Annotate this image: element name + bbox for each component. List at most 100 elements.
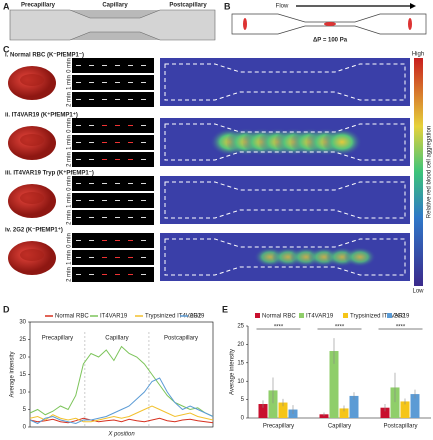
x-tick-label: Postcapillary (383, 424, 417, 430)
panel-label: D (3, 304, 10, 314)
cell-streak (115, 257, 120, 258)
bar (268, 390, 278, 418)
heat-blob (322, 128, 362, 156)
cell-streak (141, 257, 146, 258)
time-label: 1 min (67, 75, 73, 90)
cell-streak (115, 217, 120, 218)
y-tick-label: 5 (241, 397, 245, 403)
cell-streak (89, 257, 94, 258)
legend-swatch (387, 313, 392, 318)
time-label: 2 min (67, 210, 73, 225)
cell-icon (324, 22, 336, 26)
y-axis-title: Average intensity (230, 349, 236, 395)
cell-streak (76, 240, 81, 241)
channel-outline (164, 63, 406, 101)
cell-streak (141, 274, 146, 275)
series-line (29, 377, 214, 425)
cell-streak (115, 99, 120, 100)
timelapse-strip (72, 250, 154, 265)
region-label: Postcapillary (169, 3, 207, 9)
cell-streak (115, 142, 120, 143)
panel-e: E 0 5 10 15 20 25 Average intensity Precapillary… (222, 304, 431, 430)
y-axis-title: Average intensity (10, 352, 16, 398)
cell-streak (76, 274, 81, 275)
row-label: iii. IT4VAR19 Tryp (K⁺PfEMP1⁻) (5, 170, 94, 177)
row-label: iv. 2G2 (K⁻PfEMP1⁺) (5, 227, 63, 234)
cell-streak (89, 99, 94, 100)
row-label: i. Normal RBC (K⁻PfEMP1⁻) (5, 53, 84, 59)
cell-streak (115, 125, 120, 126)
legend-label: Trypsinized IT4VAR19 (145, 314, 205, 320)
colorbar-high: High (412, 52, 424, 58)
y-tick-label: 0 (241, 416, 245, 422)
panel-label: A (3, 1, 10, 11)
cell-streak (102, 217, 107, 218)
time-label: 2 min (67, 267, 73, 282)
row-label: ii. IT4VAR19 (K⁺PfEMP1⁺) (5, 112, 78, 119)
time-label: 1 min (67, 193, 73, 208)
timelapse-strip (72, 176, 154, 191)
y-tick-label: 25 (237, 324, 244, 330)
channel-outline (164, 181, 406, 219)
panel-d: D 0 5 10 15 20 25 30 Average intensity X position… (3, 304, 214, 438)
y-tick-label: 20 (19, 355, 26, 361)
cell-streak (76, 217, 81, 218)
legend-label: 2G2 (190, 314, 202, 320)
timelapse-strip (72, 92, 154, 107)
cell-streak (141, 125, 146, 126)
time-label: 2 min (67, 152, 73, 167)
cell-streak (128, 217, 133, 218)
timelapse-strip (72, 233, 154, 248)
timelapse-strip (72, 75, 154, 90)
heatmap (160, 58, 410, 106)
cell-streak (76, 257, 81, 258)
series-line (29, 345, 214, 417)
legend-label: Normal RBC (262, 314, 296, 320)
cell-streak (89, 142, 94, 143)
cell-streak (128, 65, 133, 66)
colorbar (414, 58, 423, 286)
cell-dimple (20, 249, 44, 261)
y-tick-label: 0 (23, 425, 27, 431)
region-label: Precapillary (21, 3, 56, 9)
cell-streak (102, 274, 107, 275)
y-tick-label: 30 (19, 320, 26, 326)
bar (278, 402, 288, 418)
cell-streak (76, 142, 81, 143)
cell-dimple (20, 134, 44, 146)
channel-outline (164, 238, 406, 276)
y-tick-label: 15 (19, 372, 26, 378)
cell-dimple (20, 192, 44, 204)
cell-streak (141, 240, 146, 241)
cell-icon (243, 18, 247, 30)
bar (400, 401, 410, 418)
y-tick-label: 25 (19, 337, 26, 343)
legend-label: 2G2 (394, 314, 406, 320)
time-label: 0 min (67, 233, 73, 248)
legend-label: IT4VAR19 (306, 314, 334, 320)
cell-streak (141, 183, 146, 184)
cell-streak (89, 200, 94, 201)
panel-label: B (224, 1, 231, 11)
cell-streak (115, 240, 120, 241)
bar (410, 394, 420, 418)
cell-streak (89, 65, 94, 66)
region-label: Postcapillary (164, 336, 198, 342)
cell-streak (76, 183, 81, 184)
colorbar-low: Low (412, 289, 424, 295)
panel-label: C (3, 44, 10, 54)
x-axis-title: X position (107, 432, 135, 438)
cell-streak (128, 142, 133, 143)
colorbar-title: Relative red blood cell aggregation (427, 126, 433, 218)
cell-streak (115, 200, 120, 201)
time-label: 0 min (67, 58, 73, 73)
panel-label: E (222, 304, 228, 314)
cell-streak (89, 82, 94, 83)
series-line (29, 405, 214, 423)
cell-streak (89, 183, 94, 184)
legend-label: Trypsinized IT4VAR19 (350, 314, 410, 320)
legend-label: IT4VAR19 (100, 314, 128, 320)
cell-streak (141, 82, 146, 83)
significance: **** (335, 325, 345, 331)
